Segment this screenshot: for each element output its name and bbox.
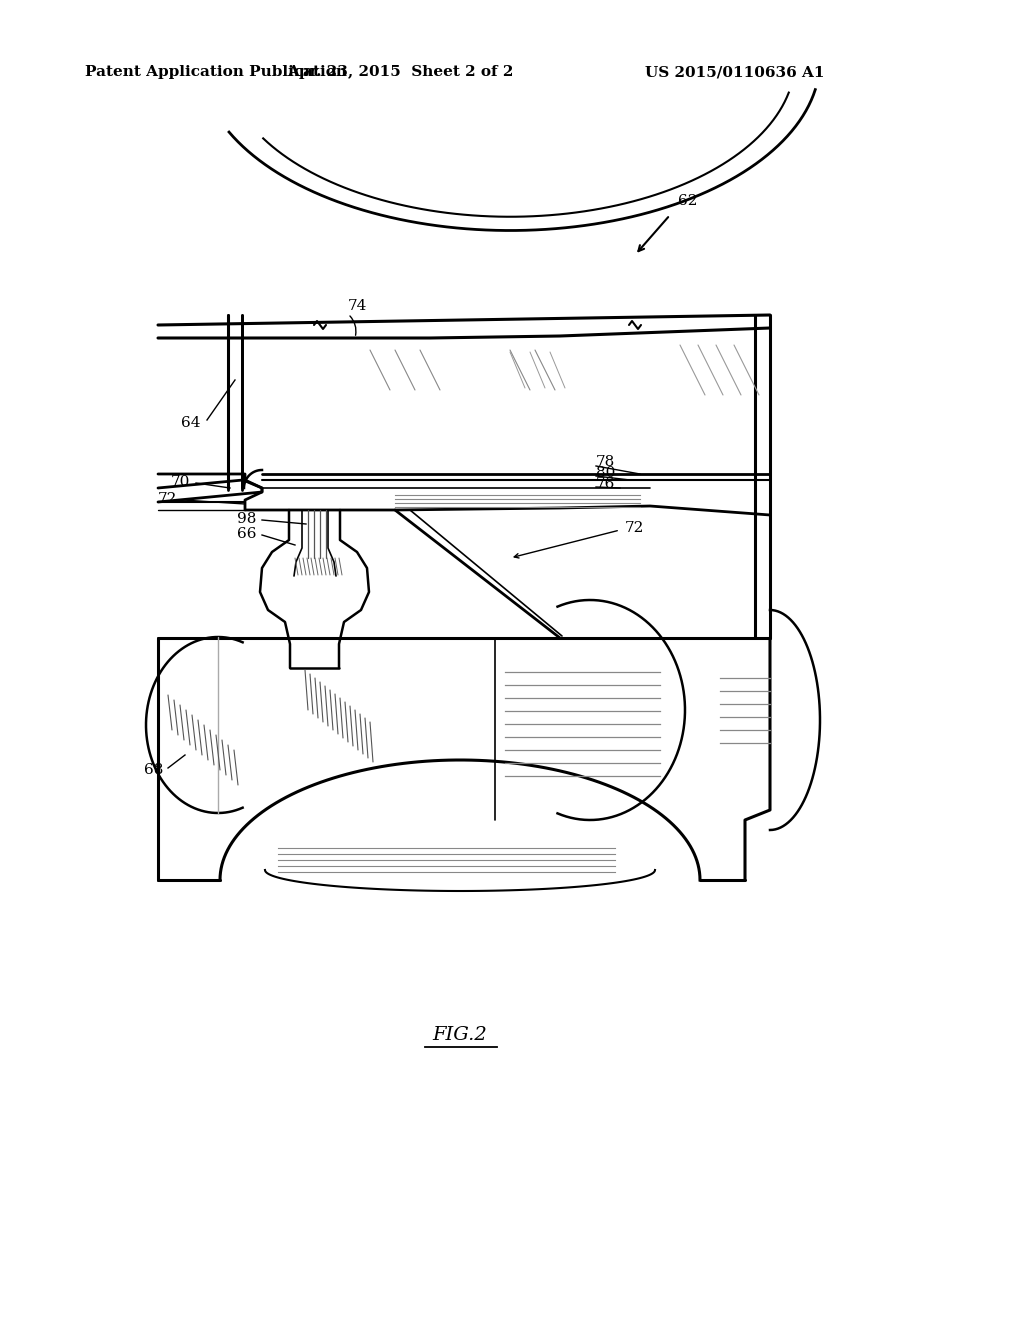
Text: 66: 66 [237, 527, 256, 541]
Text: US 2015/0110636 A1: US 2015/0110636 A1 [645, 65, 824, 79]
Text: Apr. 23, 2015  Sheet 2 of 2: Apr. 23, 2015 Sheet 2 of 2 [287, 65, 513, 79]
Text: Patent Application Publication: Patent Application Publication [85, 65, 347, 79]
Text: 80: 80 [596, 466, 615, 480]
Text: 68: 68 [143, 763, 163, 777]
Text: 72: 72 [625, 521, 644, 535]
Text: 76: 76 [596, 477, 615, 491]
Text: 74: 74 [348, 300, 368, 313]
Text: 70: 70 [171, 475, 190, 488]
Text: 62: 62 [678, 194, 697, 209]
Text: 64: 64 [180, 416, 200, 430]
Text: FIG.2: FIG.2 [432, 1026, 487, 1044]
Text: 98: 98 [237, 512, 256, 525]
Text: 72: 72 [158, 492, 177, 506]
Text: 78: 78 [596, 455, 615, 469]
